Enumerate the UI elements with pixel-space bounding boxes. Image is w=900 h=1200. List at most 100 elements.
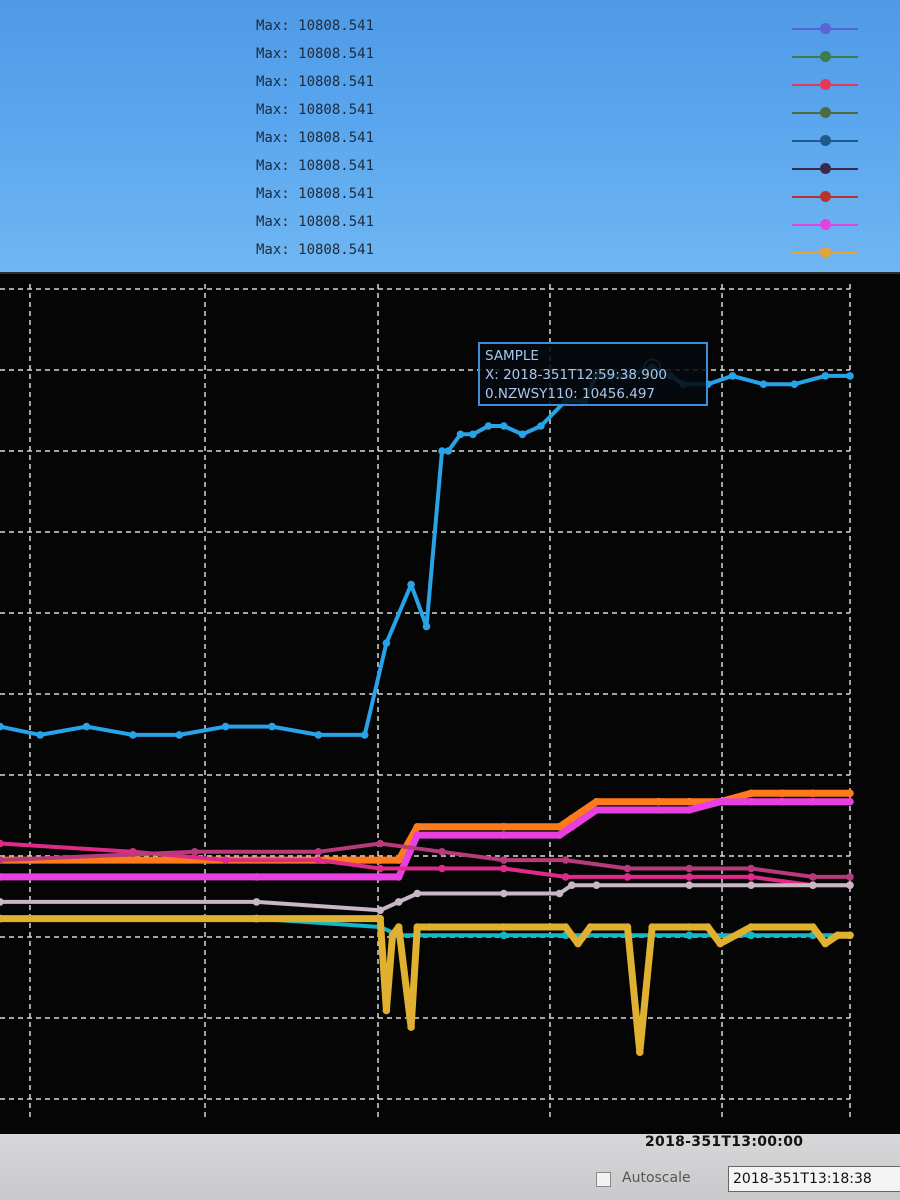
data-point [438, 848, 446, 856]
data-point [747, 923, 755, 931]
chart-svg[interactable] [0, 274, 900, 1134]
data-point [438, 864, 446, 873]
data-point [0, 873, 4, 881]
plot-area[interactable] [0, 274, 900, 1134]
data-point [252, 914, 261, 923]
data-point [500, 831, 508, 839]
data-point [654, 797, 663, 806]
data-point [809, 881, 817, 889]
data-point [685, 797, 694, 806]
data-point [846, 873, 854, 881]
data-point [456, 430, 465, 439]
data-point [747, 797, 755, 806]
data-point [394, 923, 403, 931]
data-point [190, 848, 199, 856]
legend-max-label: Max: 10808.541 [256, 18, 375, 34]
legend-entry[interactable]: Max: 10808.541 [256, 158, 896, 180]
data-point [394, 873, 403, 881]
data-point [685, 881, 694, 889]
data-point [568, 814, 576, 823]
legend-marker-dot [820, 23, 831, 34]
data-point [809, 789, 817, 798]
data-point [537, 422, 545, 430]
legend-entry[interactable]: Max: 10808.541 [256, 46, 896, 68]
data-point [425, 923, 434, 931]
data-point [407, 1023, 415, 1031]
data-point [846, 789, 854, 798]
data-point [592, 806, 601, 814]
legend-entry[interactable]: Max: 10808.541 [256, 18, 896, 40]
data-point [716, 939, 724, 948]
data-point [0, 722, 4, 731]
data-point [759, 380, 768, 388]
data-point [790, 380, 799, 388]
data-point [809, 873, 817, 881]
legend-entry[interactable]: Max: 10808.541 [256, 74, 896, 96]
data-point [376, 864, 385, 873]
data-point [413, 831, 422, 839]
data-point [778, 797, 786, 806]
data-point [561, 923, 570, 931]
data-point [500, 923, 508, 931]
data-point [314, 856, 323, 864]
data-point [382, 639, 391, 647]
autoscale-label: Autoscale [622, 1170, 691, 1186]
data-point [500, 823, 508, 831]
data-point [685, 806, 694, 814]
data-point [778, 789, 786, 798]
legend-entry[interactable]: Max: 10808.541 [256, 186, 896, 208]
series-line [0, 841, 852, 879]
series-line [0, 915, 854, 1056]
data-point [555, 889, 564, 898]
data-point [252, 898, 261, 906]
data-point [500, 422, 508, 430]
data-point [252, 873, 261, 881]
data-point [444, 447, 453, 455]
data-point [586, 923, 595, 931]
data-point [0, 856, 4, 864]
legend-marker-dot [820, 79, 831, 90]
data-point [500, 856, 508, 864]
autoscale-checkbox[interactable] [596, 1172, 611, 1187]
series-line [0, 916, 852, 938]
data-point [561, 873, 570, 881]
legend-entry[interactable]: Max: 10808.541 [256, 214, 896, 236]
data-point [846, 881, 854, 889]
legend-entry[interactable]: Max: 10808.541 [256, 130, 896, 152]
data-point [382, 1006, 391, 1015]
data-point [484, 422, 493, 430]
legend-max-label: Max: 10808.541 [256, 46, 375, 62]
legend-max-label: Max: 10808.541 [256, 214, 375, 230]
data-point [747, 873, 755, 881]
data-point [592, 797, 601, 806]
data-point [360, 731, 369, 739]
data-point [821, 939, 830, 948]
data-point [747, 931, 755, 940]
sample-tooltip: SAMPLE X: 2018-351T12:59:38.900 0.NZWSY1… [478, 342, 708, 406]
data-point [654, 806, 663, 814]
data-point [268, 722, 276, 731]
data-point [685, 923, 694, 931]
data-point [129, 731, 137, 739]
data-point [518, 430, 527, 439]
legend-max-label: Max: 10808.541 [256, 186, 375, 202]
legend-marker-dot [820, 107, 831, 118]
legend-max-label: Max: 10808.541 [256, 158, 375, 174]
data-point [592, 881, 601, 889]
data-point [413, 923, 422, 931]
data-point [561, 856, 570, 864]
legend-entry[interactable]: Max: 10808.541 [256, 242, 896, 264]
data-point [388, 931, 397, 940]
data-point [623, 923, 632, 931]
legend-entry[interactable]: Max: 10808.541 [256, 102, 896, 124]
data-point [394, 856, 403, 864]
data-point [846, 931, 854, 940]
data-point [568, 881, 576, 889]
time-input-field[interactable]: 2018-351T13:18:38 [728, 1166, 900, 1192]
series-line [0, 798, 854, 881]
legend-max-label: Max: 10808.541 [256, 74, 375, 90]
data-point [648, 923, 656, 931]
data-point [376, 873, 385, 881]
legend-max-label: Max: 10808.541 [256, 102, 375, 118]
legend-max-label: Max: 10808.541 [256, 130, 375, 146]
